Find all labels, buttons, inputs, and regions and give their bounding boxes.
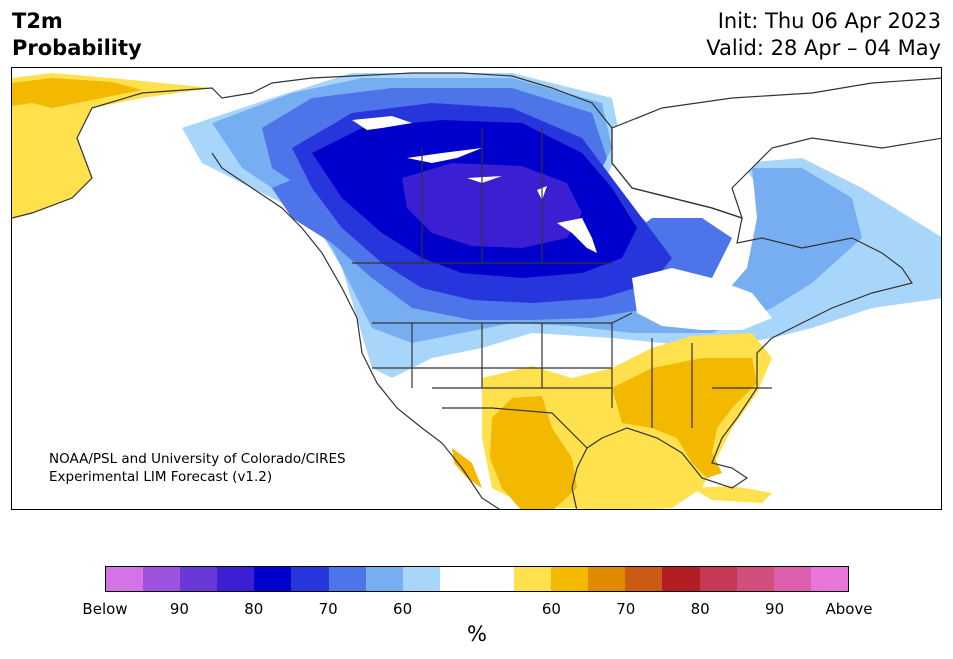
valid-range: Valid: 28 Apr – 04 May [706, 36, 941, 60]
great-lakes-region [632, 268, 772, 330]
colorbar-tick-label: 70 [318, 600, 338, 618]
title-line-1: T2m [12, 9, 63, 33]
colorbar-swatch [217, 567, 255, 591]
init-date: Init: Thu 06 Apr 2023 [717, 9, 941, 33]
great-bear-lake [352, 116, 412, 130]
title-line-2: Probability [12, 36, 142, 60]
colorbar-swatch [402, 567, 440, 591]
colorbar-swatch [736, 567, 774, 591]
colorbar-unit: % [467, 622, 487, 646]
colorbar-tick-label: 90 [765, 600, 785, 618]
colorbar-swatch [365, 567, 403, 591]
colorbar-swatch [180, 567, 218, 591]
probability-map [11, 67, 942, 510]
colorbar [105, 566, 849, 592]
map-title: T2m Probability [12, 8, 142, 62]
colorbar-tick-label: 70 [616, 600, 636, 618]
colorbar-swatch [106, 567, 144, 591]
colorbar-swatch [254, 567, 292, 591]
lake-athabasca [467, 176, 502, 183]
colorbar-swatch [291, 567, 329, 591]
credit-line-1: NOAA/PSL and University of Colorado/CIRE… [49, 451, 346, 467]
cold-region-core [402, 163, 582, 248]
colorbar-tick-label: 80 [244, 600, 264, 618]
alaska-warm-region [12, 73, 212, 218]
colorbar-swatch [625, 567, 663, 591]
colorbar-swatch [773, 567, 811, 591]
colorbar-tick-label: 60 [393, 600, 413, 618]
colorbar-tick-label: Above [825, 600, 873, 618]
caribbean-warm [692, 486, 772, 503]
colorbar-tick-label: 60 [541, 600, 561, 618]
colorbar-swatch [328, 567, 366, 591]
colorbar-tick-label: Below [82, 600, 128, 618]
map-canvas [12, 72, 941, 509]
colorbar-swatch [810, 567, 848, 591]
mexico-gold-region [490, 396, 577, 509]
colorbar-swatch [439, 567, 477, 591]
lake-winnipeg [557, 218, 597, 253]
colorbar-swatch [143, 567, 181, 591]
colorbar-swatch [551, 567, 589, 591]
colorbar-swatch [476, 567, 515, 591]
colorbar-swatch [699, 567, 737, 591]
coastlines [12, 72, 913, 509]
colorbar-swatch [662, 567, 700, 591]
colorbar-tick-label: 80 [690, 600, 710, 618]
colorbar-swatch [588, 567, 626, 591]
great-slave-lake [407, 148, 482, 163]
baja-warm [452, 448, 482, 488]
credit-line-2: Experimental LIM Forecast (v1.2) [49, 469, 273, 485]
colorbar-swatch [514, 567, 552, 591]
colorbar-tick-label: 90 [169, 600, 189, 618]
forecast-dates: Init: Thu 06 Apr 2023 Valid: 28 Apr – 04… [706, 8, 941, 62]
map-credit: NOAA/PSL and University of Colorado/CIRE… [49, 450, 346, 486]
alaska-gold-region [12, 78, 142, 108]
